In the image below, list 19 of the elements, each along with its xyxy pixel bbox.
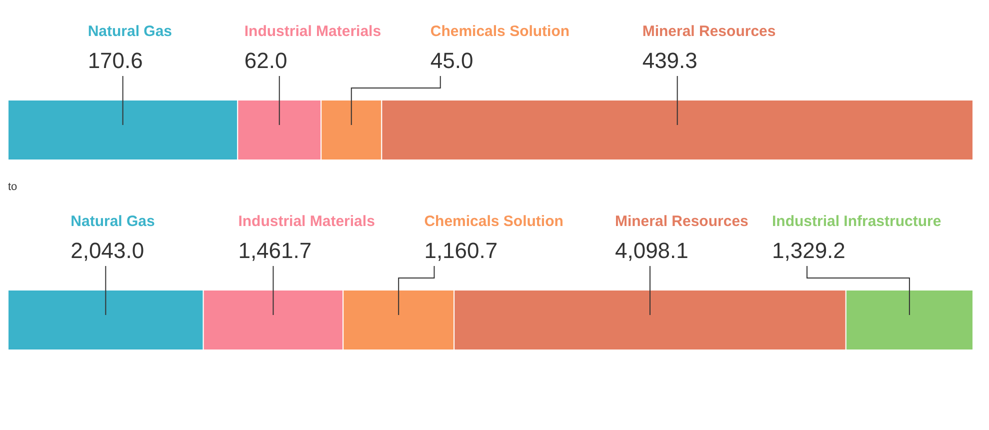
text: Mineral Resources <box>614 213 748 230</box>
text: Industrial Infrastructure <box>772 213 942 230</box>
text: Chemicals Solution <box>424 213 564 230</box>
data-label: 45.0 <box>430 48 474 73</box>
text: Natural Gas <box>88 23 172 40</box>
text: Mineral Resources <box>642 23 776 40</box>
data-label: 170.6 <box>88 48 143 73</box>
data-label: 1,160.7 <box>424 238 498 263</box>
text: Industrial Materials <box>244 23 382 40</box>
text: Industrial Materials <box>238 213 375 230</box>
text: to <box>8 181 18 193</box>
data-label: 439.3 <box>642 48 698 73</box>
text: Natural Gas <box>70 213 155 230</box>
text: Chemicals Solution <box>430 23 570 40</box>
data-label: 1,329.2 <box>772 238 846 263</box>
data-label: 62.0 <box>244 48 288 73</box>
data-label: 4,098.1 <box>614 238 688 263</box>
data-label: 2,043.0 <box>70 238 144 263</box>
data-label: 1,461.7 <box>238 238 312 263</box>
